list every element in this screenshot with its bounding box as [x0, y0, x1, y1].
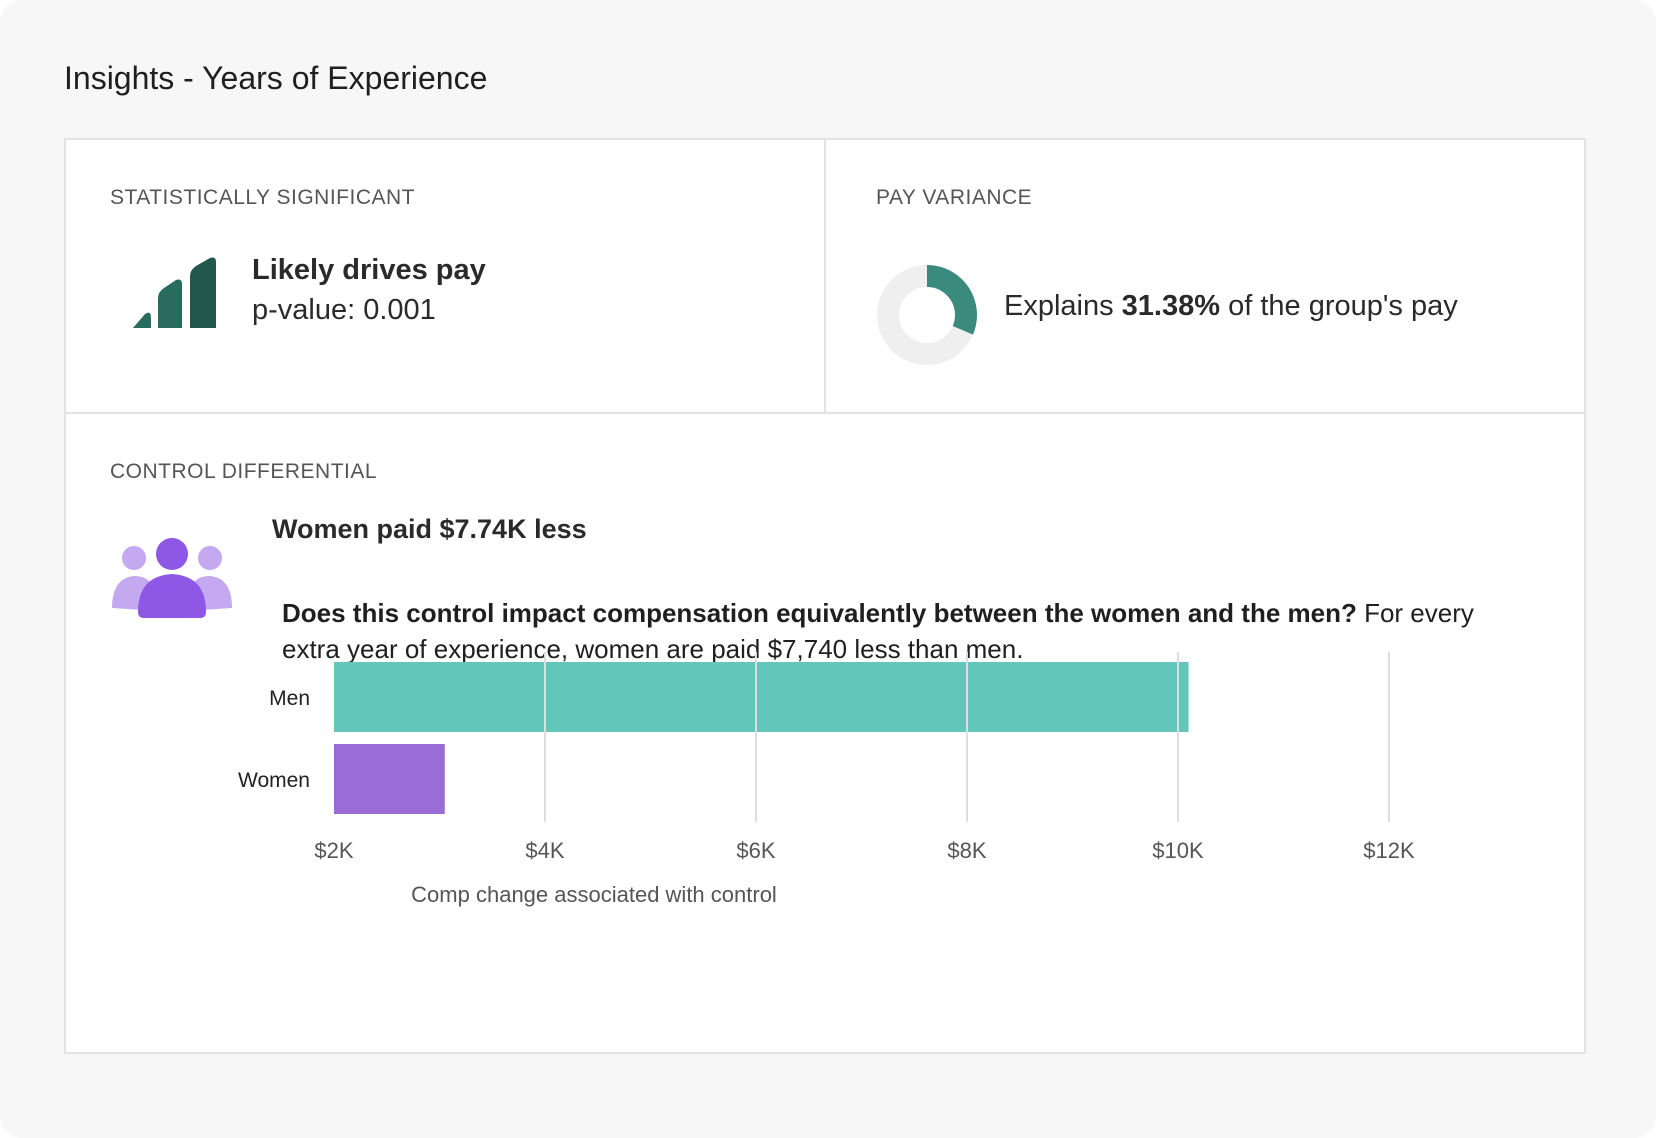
tick-label: $6K — [736, 838, 775, 863]
chart-ticks: $2K $4K $6K $8K $10K $12K — [314, 838, 1415, 863]
significance-label: STATISTICALLY SIGNIFICANT — [110, 186, 415, 209]
people-group-icon — [112, 538, 232, 618]
chart-grid — [544, 652, 1390, 822]
category-label: Men — [269, 687, 310, 710]
bar-women — [334, 744, 445, 814]
tick-label: $8K — [947, 838, 986, 863]
variance-text: Explains 31.38% of the group's pay — [1004, 290, 1458, 323]
donut-icon — [877, 265, 977, 365]
significance-headline: Likely drives pay — [252, 254, 486, 286]
variance-label: PAY VARIANCE — [876, 186, 1033, 209]
bar-chart: Men Women $2K $4K $6K $8K $10K $12K Comp chang… — [238, 652, 1415, 907]
page-title: Insights - Years of Experience — [64, 60, 488, 96]
tick-label: $2K — [314, 838, 353, 863]
tick-label: $12K — [1363, 838, 1415, 863]
signal-bars-icon — [133, 257, 216, 328]
variance-prefix: Explains — [1004, 290, 1122, 322]
differential-question: Does this control impact compensation eq… — [282, 595, 1512, 667]
differential-label: CONTROL DIFFERENTIAL — [110, 460, 378, 483]
variance-percent: 31.38% — [1121, 290, 1221, 322]
chart-categories: Men Women — [238, 687, 310, 792]
chart-bars — [334, 662, 1189, 814]
tick-label: $4K — [525, 838, 564, 863]
donut-fill — [877, 265, 977, 365]
differential-headline: Women paid $7.74K less — [272, 514, 587, 544]
chart-xlabel: Comp change associated with control — [411, 882, 777, 907]
tick-label: $10K — [1152, 838, 1204, 863]
insights-card: STATISTICALLY SIGNIFICANT Likely drives … — [64, 138, 1586, 1054]
category-label: Women — [238, 769, 310, 792]
variance-suffix: of the group's pay — [1220, 290, 1458, 322]
question-text: For every extra year of experience, wome… — [282, 598, 1474, 664]
divider-vertical — [824, 140, 826, 414]
question-bold: Does this control impact compensation eq… — [282, 598, 1357, 628]
bar-men — [334, 662, 1189, 732]
pvalue-text: p-value: 0.001 — [252, 294, 436, 326]
